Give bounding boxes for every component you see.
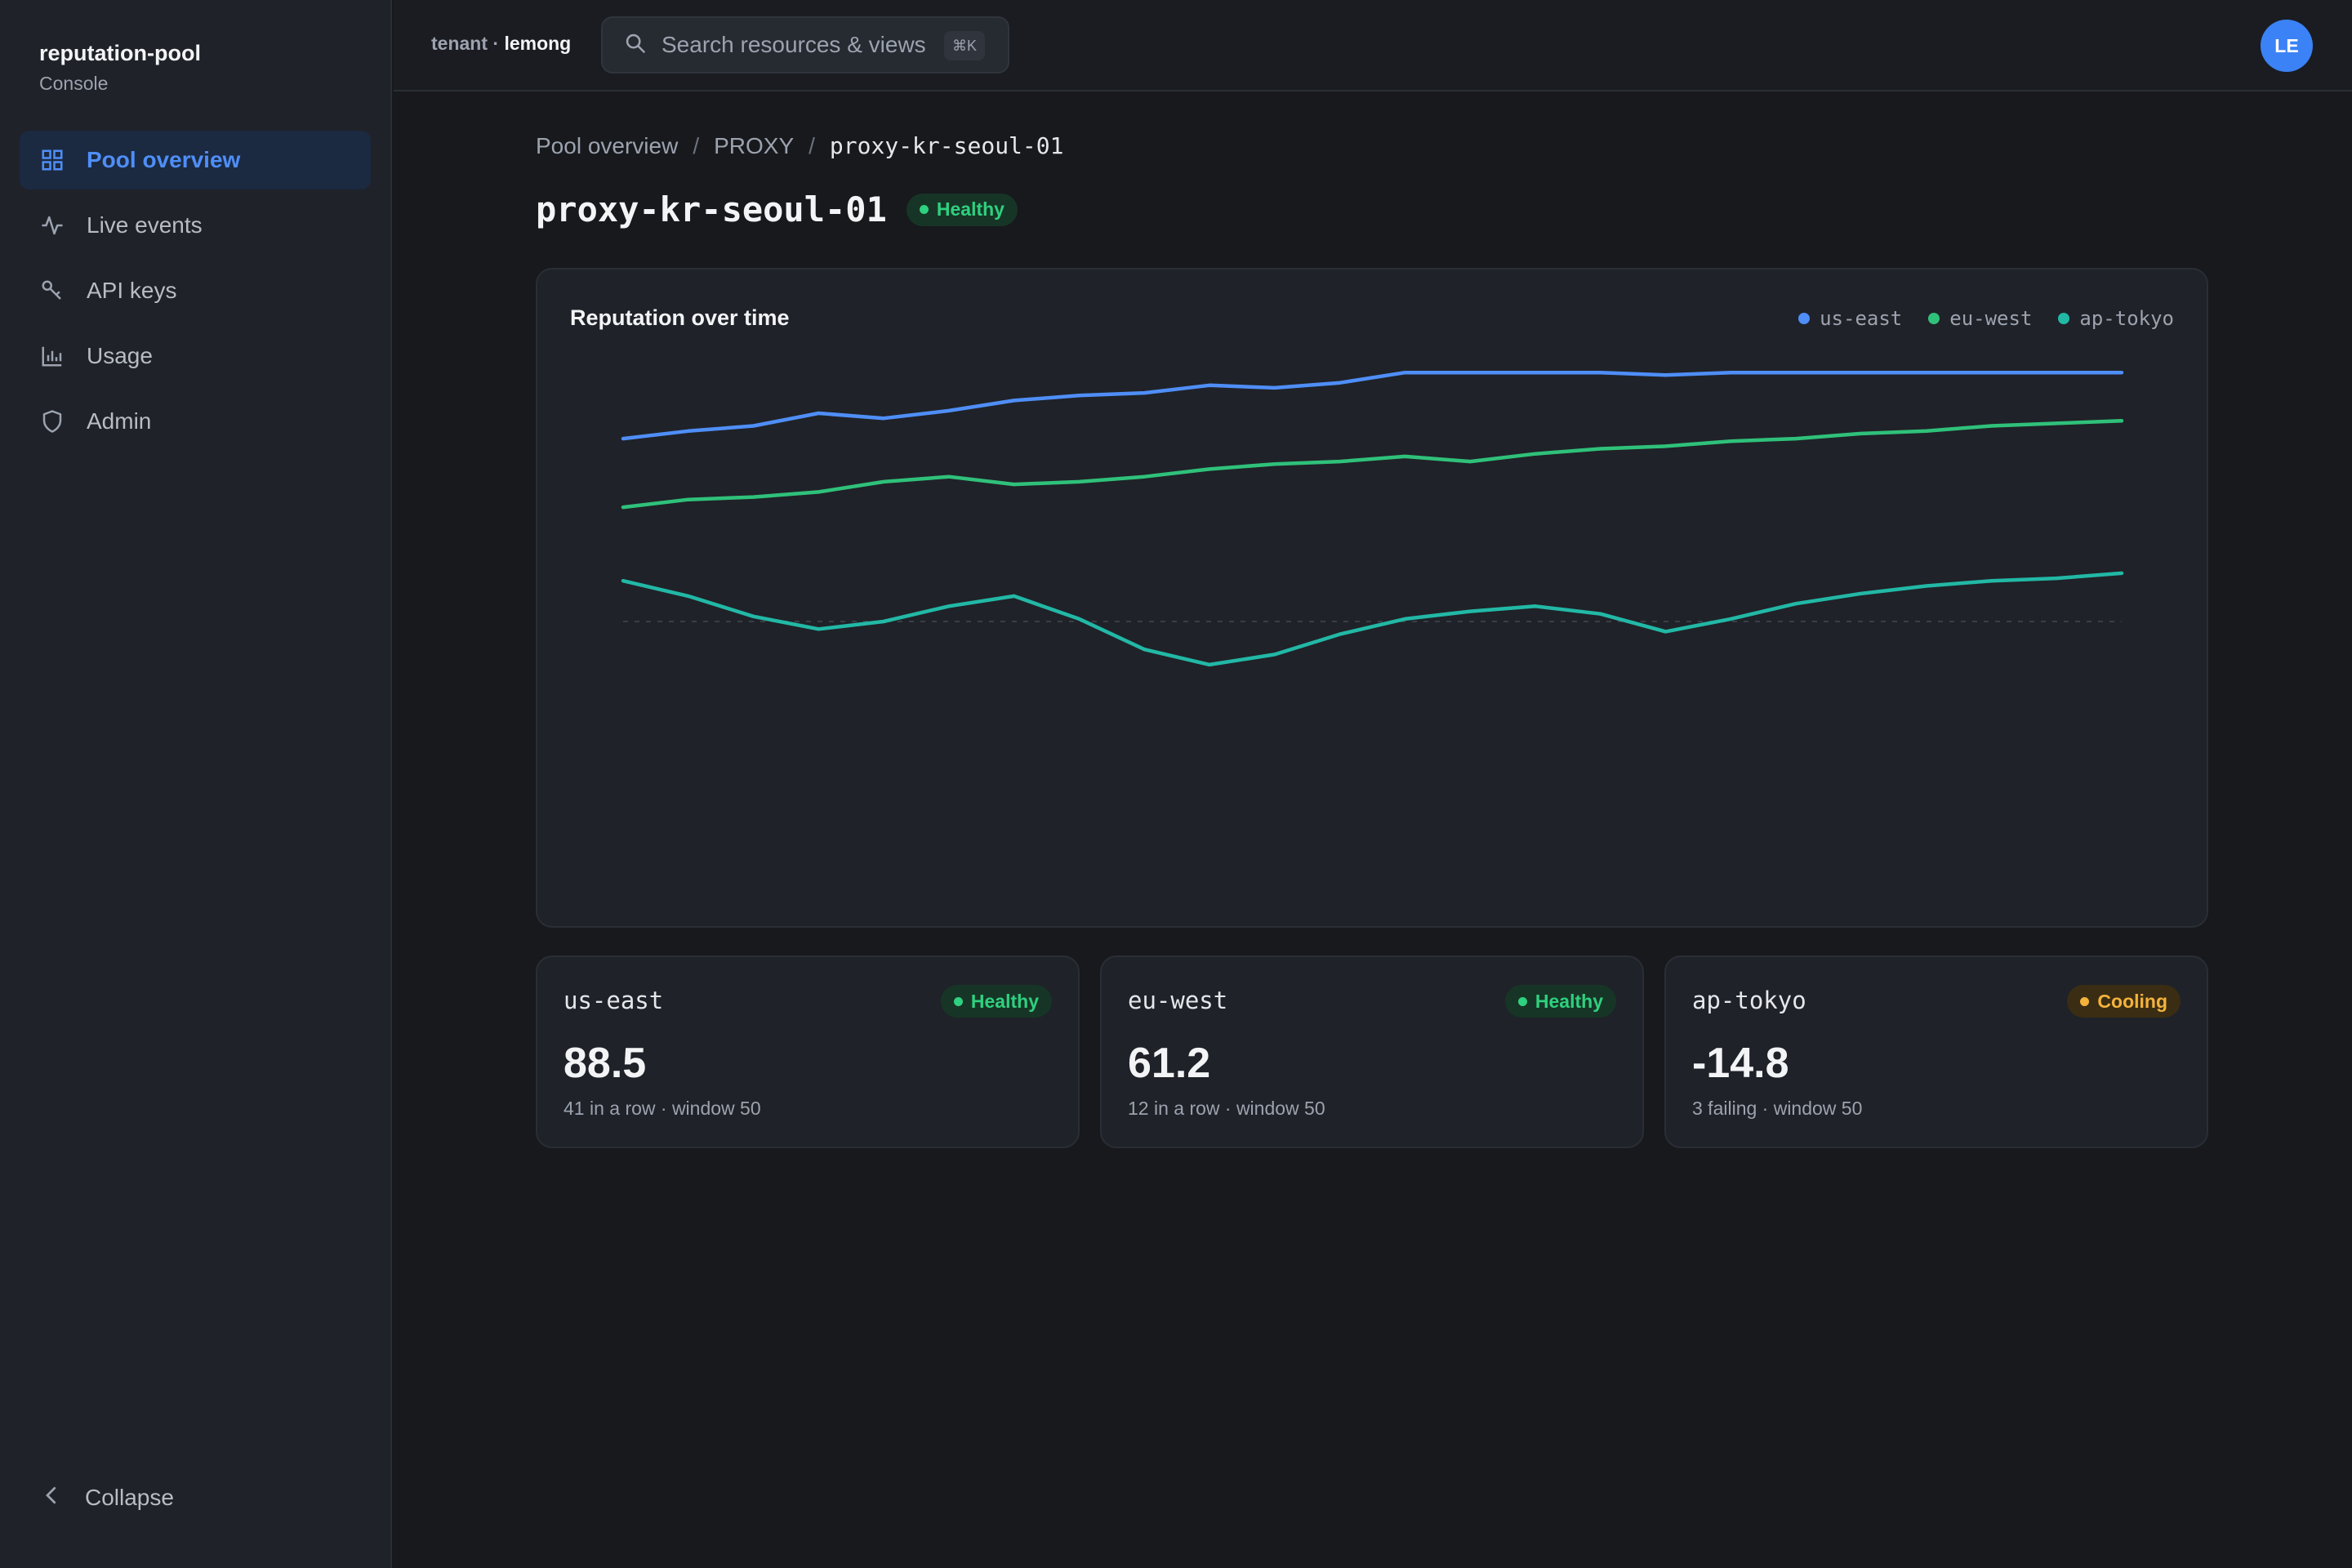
region-cards: us-east Healthy 88.5 41 in a row · windo… bbox=[536, 956, 2208, 1148]
activity-icon bbox=[39, 212, 65, 238]
sidebar-item-label: Live events bbox=[87, 212, 203, 238]
tenant-name: lemong bbox=[504, 33, 572, 54]
breadcrumb-separator: / bbox=[693, 132, 700, 158]
region-card-ap-tokyo[interactable]: ap-tokyo Cooling -14.8 3 failing · windo… bbox=[1664, 956, 2208, 1148]
breadcrumb: Pool overview / PROXY / proxy-kr-seoul-0… bbox=[536, 132, 1063, 159]
page-header: proxy-kr-seoul-01 Healthy bbox=[536, 189, 1018, 229]
legend-label: eu-west bbox=[1949, 307, 2033, 330]
legend-item-eu-west[interactable]: eu-west bbox=[1928, 307, 2032, 330]
region-meta: 3 failing · window 50 bbox=[1692, 1098, 1863, 1119]
search-icon bbox=[624, 32, 647, 59]
region-score: 88.5 bbox=[564, 1040, 647, 1087]
breadcrumb-current: proxy-kr-seoul-01 bbox=[829, 132, 1064, 159]
sidebar: reputation-pool Console Pool overview Li… bbox=[0, 0, 392, 1568]
legend-label: us-east bbox=[1820, 307, 1903, 330]
status-label: Healthy bbox=[970, 990, 1039, 1012]
status-label: Cooling bbox=[2097, 990, 2167, 1012]
key-icon bbox=[39, 278, 65, 304]
region-meta: 41 in a row · window 50 bbox=[564, 1098, 761, 1119]
region-meta: 12 in a row · window 50 bbox=[1128, 1098, 1325, 1119]
topbar: tenant · lemong Search resources & views… bbox=[394, 0, 2352, 91]
search-placeholder: Search resources & views bbox=[662, 32, 926, 57]
legend-item-us-east[interactable]: us-east bbox=[1798, 307, 1902, 330]
sidebar-item-label: Pool overview bbox=[87, 147, 241, 172]
grid-icon bbox=[39, 147, 65, 173]
sidebar-item-pool-overview[interactable]: Pool overview bbox=[20, 131, 371, 189]
brand: reputation-pool Console bbox=[39, 41, 201, 95]
sidebar-item-label: Usage bbox=[87, 343, 153, 368]
status-dot bbox=[953, 996, 963, 1006]
breadcrumb-pool-overview[interactable]: Pool overview bbox=[536, 132, 679, 158]
chevron-left-icon bbox=[39, 1483, 64, 1512]
sidebar-item-api-keys[interactable]: API keys bbox=[20, 261, 371, 320]
search-input[interactable]: Search resources & views ⌘K bbox=[601, 16, 1009, 74]
series-line-eu-west[interactable] bbox=[621, 419, 2124, 510]
legend-dot bbox=[2058, 313, 2070, 324]
avatar[interactable]: LE bbox=[2261, 20, 2313, 72]
tenant-prefix: tenant · bbox=[431, 33, 505, 54]
breadcrumb-proxy[interactable]: PROXY bbox=[714, 132, 795, 158]
region-name: ap-tokyo bbox=[1692, 987, 1806, 1014]
region-name: us-east bbox=[564, 987, 664, 1014]
status-dot bbox=[919, 205, 929, 214]
series-line-us-east[interactable] bbox=[621, 370, 2124, 441]
chart-title: Reputation over time bbox=[570, 305, 790, 330]
sidebar-nav: Pool overview Live events API keys Usage… bbox=[20, 131, 371, 457]
status-badge: Healthy bbox=[940, 985, 1052, 1018]
sidebar-item-admin[interactable]: Admin bbox=[20, 392, 371, 451]
region-name: eu-west bbox=[1128, 987, 1228, 1014]
reputation-chart-card: Reputation over time us-east eu-west ap-… bbox=[536, 268, 2208, 928]
legend-dot bbox=[1928, 313, 1940, 324]
brand-subtitle: Console bbox=[39, 73, 109, 94]
collapse-label: Collapse bbox=[85, 1484, 174, 1510]
status-badge: Cooling bbox=[2067, 985, 2180, 1018]
legend-item-ap-tokyo[interactable]: ap-tokyo bbox=[2058, 307, 2174, 330]
status-dot bbox=[1517, 996, 1527, 1006]
brand-name: reputation-pool bbox=[39, 41, 201, 65]
shortcut-hint: ⌘K bbox=[943, 31, 985, 60]
region-card-us-east[interactable]: us-east Healthy 88.5 41 in a row · windo… bbox=[536, 956, 1080, 1148]
region-score: -14.8 bbox=[1692, 1040, 1789, 1087]
reputation-line-chart bbox=[621, 370, 2124, 667]
breadcrumb-separator: / bbox=[808, 132, 815, 158]
sidebar-item-live-events[interactable]: Live events bbox=[20, 196, 371, 255]
sidebar-item-label: Admin bbox=[87, 408, 152, 434]
legend-dot bbox=[1798, 313, 1811, 324]
status-badge: Healthy bbox=[1504, 985, 1616, 1018]
series-line-ap-tokyo[interactable] bbox=[621, 571, 2124, 667]
shield-icon bbox=[39, 408, 65, 434]
page-title: proxy-kr-seoul-01 bbox=[536, 189, 887, 229]
legend-label: ap-tokyo bbox=[2079, 307, 2174, 330]
status-dot bbox=[2080, 996, 2090, 1006]
region-card-eu-west[interactable]: eu-west Healthy 61.2 12 in a row · windo… bbox=[1100, 956, 1644, 1148]
chart-legend: us-east eu-west ap-tokyo bbox=[1772, 307, 2174, 330]
sidebar-item-usage[interactable]: Usage bbox=[20, 327, 371, 385]
bar-chart-icon bbox=[39, 343, 65, 369]
region-score: 61.2 bbox=[1128, 1040, 1211, 1087]
status-badge: Healthy bbox=[906, 193, 1018, 226]
collapse-button[interactable]: Collapse bbox=[39, 1483, 174, 1512]
status-label: Healthy bbox=[1535, 990, 1603, 1012]
sidebar-item-label: API keys bbox=[87, 278, 177, 303]
status-label: Healthy bbox=[936, 198, 1004, 220]
tenant-label[interactable]: tenant · lemong bbox=[431, 33, 571, 55]
